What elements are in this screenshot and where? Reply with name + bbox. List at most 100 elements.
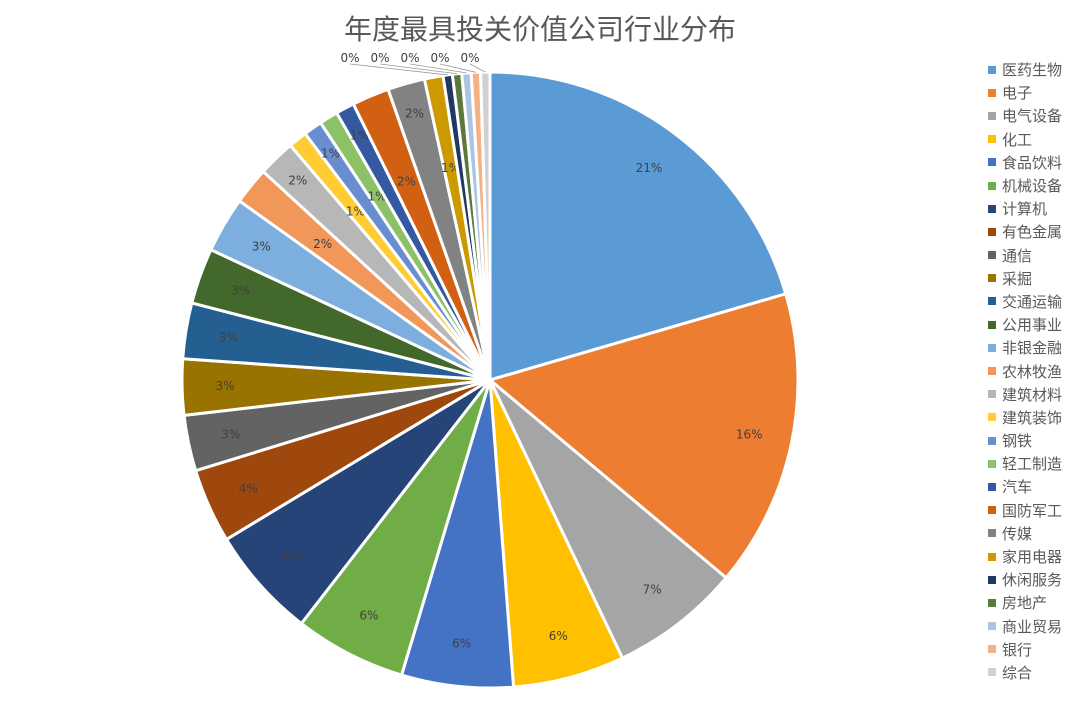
legend-item: 化工	[988, 128, 1062, 151]
legend-item: 国防军工	[988, 499, 1062, 522]
legend-swatch	[988, 251, 996, 260]
data-label-18: 1%	[350, 128, 369, 142]
legend-swatch	[988, 111, 996, 120]
legend-item: 钢铁	[988, 429, 1062, 452]
data-label-20: 2%	[405, 106, 424, 120]
legend-swatch	[988, 390, 996, 399]
leader-line-26	[469, 63, 486, 73]
legend-item: 有色金属	[988, 220, 1062, 243]
leader-line-25	[439, 63, 476, 73]
legend-swatch	[988, 668, 996, 677]
legend-label: 电气设备	[1002, 107, 1063, 126]
legend-label: 农林牧渔	[1002, 362, 1063, 381]
legend-item: 综合	[988, 661, 1062, 684]
legend: 医药生物 电子电气设备化工食品饮料机械设备计算机有色金属通信采掘交通运输公用事业非…	[988, 58, 1062, 684]
data-label-12: 3%	[252, 239, 271, 253]
legend-item: 家用电器	[988, 545, 1062, 568]
legend-swatch	[988, 297, 996, 306]
data-label-3: 6%	[549, 629, 568, 643]
legend-label: 建筑材料	[1002, 385, 1063, 404]
data-label-24: 0%	[400, 51, 419, 65]
legend-swatch	[988, 436, 996, 445]
legend-swatch	[988, 135, 996, 144]
legend-swatch	[988, 274, 996, 283]
legend-swatch	[988, 459, 996, 468]
legend-swatch	[988, 65, 996, 74]
pie-chart: 21%16%7%6%6%6%6%4%3%3%3%3%3% 2%2%1%1%1%1%…	[180, 51, 800, 690]
legend-item: 商业贸易	[988, 615, 1062, 638]
legend-item: 汽车	[988, 475, 1062, 498]
data-label-1: 16%	[736, 427, 763, 441]
legend-item: 电气设备	[988, 104, 1062, 127]
legend-swatch	[988, 552, 996, 561]
legend-label: 综合	[1002, 663, 1033, 682]
legend-label: 通信	[1002, 246, 1033, 265]
legend-item: 轻工制造	[988, 452, 1062, 475]
legend-item: 食品饮料	[988, 151, 1062, 174]
legend-swatch	[988, 158, 996, 167]
legend-swatch	[988, 181, 996, 190]
legend-label: 汽车	[1002, 478, 1033, 497]
data-label-14: 2%	[288, 173, 307, 187]
data-label-13: 2%	[313, 237, 332, 251]
legend-swatch	[988, 204, 996, 213]
legend-label: 非银金融	[1002, 339, 1063, 358]
legend-label: 国防军工	[1002, 501, 1063, 520]
legend-item: 房地产	[988, 591, 1062, 614]
data-label-5: 6%	[359, 609, 378, 623]
data-label-23: 0%	[370, 51, 389, 65]
legend-label: 化工	[1002, 130, 1033, 149]
legend-swatch	[988, 413, 996, 422]
leader-line-24	[409, 63, 467, 74]
legend-item: 采掘	[988, 267, 1062, 290]
legend-swatch	[988, 645, 996, 654]
legend-item: 农林牧渔	[988, 359, 1062, 382]
data-label-19: 2%	[397, 174, 416, 188]
legend-swatch	[988, 320, 996, 329]
legend-swatch	[988, 529, 996, 538]
legend-item: 非银金融	[988, 336, 1062, 359]
legend-item: 休闲服务	[988, 568, 1062, 591]
legend-label: 银行	[1002, 640, 1033, 659]
legend-swatch	[988, 622, 996, 631]
data-label-26: 0%	[460, 51, 479, 65]
legend-label: 钢铁	[1002, 432, 1033, 451]
data-label-22: 0%	[340, 51, 359, 65]
legend-item: 机械设备	[988, 174, 1062, 197]
data-label-8: 3%	[221, 427, 240, 441]
legend-label: 交通运输	[1002, 292, 1063, 311]
legend-label: 医药生物	[1002, 61, 1063, 80]
legend-item: 通信	[988, 244, 1062, 267]
data-label-11: 3%	[231, 283, 250, 297]
legend-item: 公用事业	[988, 313, 1062, 336]
data-label-0: 21%	[636, 161, 663, 175]
legend-swatch	[988, 367, 996, 376]
legend-item: 交通运输	[988, 290, 1062, 313]
data-label-16: 1%	[321, 146, 340, 160]
data-label-6: 6%	[283, 549, 302, 563]
legend-swatch	[988, 506, 996, 515]
pie-slice-1	[486, 291, 800, 580]
legend-label: 采掘	[1002, 269, 1033, 288]
legend-item: 医药生物	[988, 58, 1062, 81]
legend-item: 建筑装饰	[988, 406, 1062, 429]
legend-label: 食品饮料	[1002, 153, 1063, 172]
legend-label: 休闲服务	[1002, 571, 1063, 590]
legend-label: 家用电器	[1002, 548, 1063, 567]
legend-item: 传媒	[988, 522, 1062, 545]
legend-label: 公用事业	[1002, 316, 1063, 335]
leader-line-22	[349, 63, 448, 76]
legend-item: 电子	[988, 81, 1062, 104]
data-label-25: 0%	[430, 51, 449, 65]
legend-swatch	[988, 575, 996, 584]
legend-swatch	[988, 343, 996, 352]
legend-swatch	[988, 88, 996, 97]
legend-swatch	[988, 482, 996, 491]
legend-label: 计算机	[1002, 200, 1048, 219]
legend-label: 房地产	[1002, 594, 1048, 613]
legend-label: 传媒	[1002, 524, 1033, 543]
legend-label: 建筑装饰	[1002, 408, 1063, 427]
pie-slice-2	[488, 378, 729, 661]
legend-label: 商业贸易	[1002, 617, 1063, 636]
legend-label: 有色金属	[1002, 223, 1063, 242]
